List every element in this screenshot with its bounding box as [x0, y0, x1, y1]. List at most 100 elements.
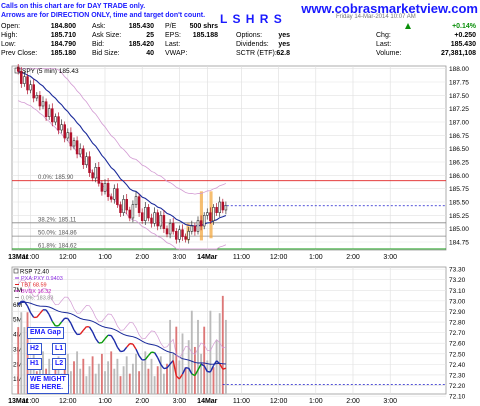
quote-col-4: Options: Dividends: SCTR (ETF): — [236, 32, 277, 57]
x-tick-label: 3:00 — [383, 254, 397, 261]
candle-body — [47, 108, 51, 117]
rsp-segment — [39, 309, 44, 314]
rsp-segment — [194, 369, 199, 376]
y-tick-label: 186.50 — [449, 146, 469, 153]
rsp-segment — [166, 363, 171, 369]
candle-body — [190, 225, 194, 232]
candle-body — [44, 101, 48, 117]
candle-body — [165, 228, 169, 235]
y-tick-label: 186.00 — [449, 173, 469, 180]
y-tick-label: 185.50 — [449, 200, 469, 207]
volume-bar — [69, 371, 72, 394]
volume-bar — [153, 376, 156, 394]
quote-col-2: Ask: Ask Size: Bid: Bid Size: — [92, 23, 122, 57]
candle-body — [150, 217, 153, 224]
y-tick-label: 187.00 — [449, 120, 469, 127]
x-tick-label: 12:00 — [59, 254, 77, 261]
y-tick-label: 187.75 — [449, 80, 469, 87]
candle-body — [209, 212, 212, 221]
volume-bar — [20, 312, 23, 394]
volume-tick-label: 6M — [13, 302, 22, 309]
rsp-segment — [36, 313, 41, 318]
rsp-segment — [61, 317, 66, 323]
rsp-segment — [209, 365, 215, 373]
volume-bar — [113, 368, 116, 394]
x-tick-label: 1:00 — [98, 398, 112, 405]
we-might-be-here-badge: WE MIGHT BE HERE. — [27, 374, 69, 394]
last-size-value: 500 shrs — [189, 23, 218, 30]
volume-bar — [116, 358, 119, 394]
candle-body — [97, 167, 101, 184]
candle-body — [156, 212, 159, 227]
quote-header: Calls on this chart are for DAY TRADE on… — [0, 0, 480, 64]
h2-badge: H2 — [27, 343, 42, 355]
website-link[interactable]: www.cobrasmarketview.com — [301, 1, 478, 16]
volume-bar — [97, 363, 100, 394]
volume-bar — [162, 373, 165, 394]
candle-body — [116, 188, 119, 205]
volume-bar — [221, 295, 224, 394]
candle-body — [175, 231, 178, 240]
y-tick-label: 72.70 — [449, 330, 466, 337]
volume-bar — [224, 319, 227, 394]
candle-body — [159, 215, 163, 227]
sctr-value: 62.8 — [276, 50, 290, 57]
dividends-value: yes — [278, 41, 290, 48]
vwap-value: 185.188 — [192, 32, 218, 39]
candle-body — [168, 223, 172, 235]
rsp-segment — [200, 363, 205, 367]
change-percent: +0.14% — [452, 23, 476, 30]
candle-body — [178, 229, 181, 240]
legend-item: 0.0%: 183.83 — [21, 296, 53, 302]
ema-line — [17, 70, 227, 227]
candle-body — [20, 71, 23, 84]
bid-size-value: 40 — [146, 50, 154, 57]
y-tick-label: 73.20 — [449, 277, 466, 284]
disclaimer-line-2: Arrows are for DIRECTION ONLY, time and … — [1, 12, 206, 19]
rsp-segment — [163, 367, 168, 370]
rsp-segment — [95, 338, 100, 344]
volume-bar — [206, 360, 209, 394]
fib-label: 61.8%: 184.62 — [38, 243, 77, 249]
candle-body — [29, 84, 32, 91]
rsp-segment — [110, 335, 115, 341]
volume-bar — [91, 356, 94, 394]
candle-body — [109, 196, 113, 200]
rsp-segment — [181, 367, 187, 375]
legend-title: RSP 72.40 — [20, 270, 50, 276]
candle-body — [38, 95, 42, 107]
candle-body — [184, 236, 187, 240]
x-tick-label: 12:00 — [270, 398, 288, 405]
high-value: 185.710 — [50, 32, 76, 39]
volume-bar — [32, 353, 35, 394]
rsp-segment — [88, 326, 94, 333]
candle-body — [103, 183, 107, 192]
candle-body — [125, 199, 128, 211]
rsp-segment — [178, 373, 184, 380]
volume-bar — [200, 353, 203, 394]
last-price-value: 185.430 — [450, 41, 476, 48]
l2-badge: L2 — [52, 358, 67, 370]
h1-badge: H1 — [27, 358, 42, 370]
y-tick-label: 72.30 — [449, 372, 466, 379]
y-tick-label: 72.90 — [449, 309, 466, 316]
candle-body — [224, 205, 228, 211]
volume-bar — [166, 363, 168, 394]
volume-value: 27,381,108 — [440, 50, 476, 57]
legend-item: BVDX 16.32 — [21, 289, 51, 295]
rsp-segment — [144, 355, 149, 360]
volume-bar — [197, 319, 199, 394]
prev-close-value: 185.180 — [50, 50, 76, 57]
candle-body — [82, 148, 85, 165]
low-value: 184.790 — [50, 41, 76, 48]
rsp-segment — [67, 318, 72, 324]
rsp-segment — [212, 360, 218, 366]
candle-body — [91, 172, 94, 179]
candle-body — [106, 183, 110, 197]
x-tick-label: 11:00 — [233, 254, 250, 261]
open-value: 184.800 — [50, 23, 76, 30]
candle-body — [206, 212, 209, 216]
volume-bar — [42, 351, 44, 394]
volume-bar — [184, 367, 187, 394]
y-tick-label: 185.25 — [449, 213, 469, 220]
